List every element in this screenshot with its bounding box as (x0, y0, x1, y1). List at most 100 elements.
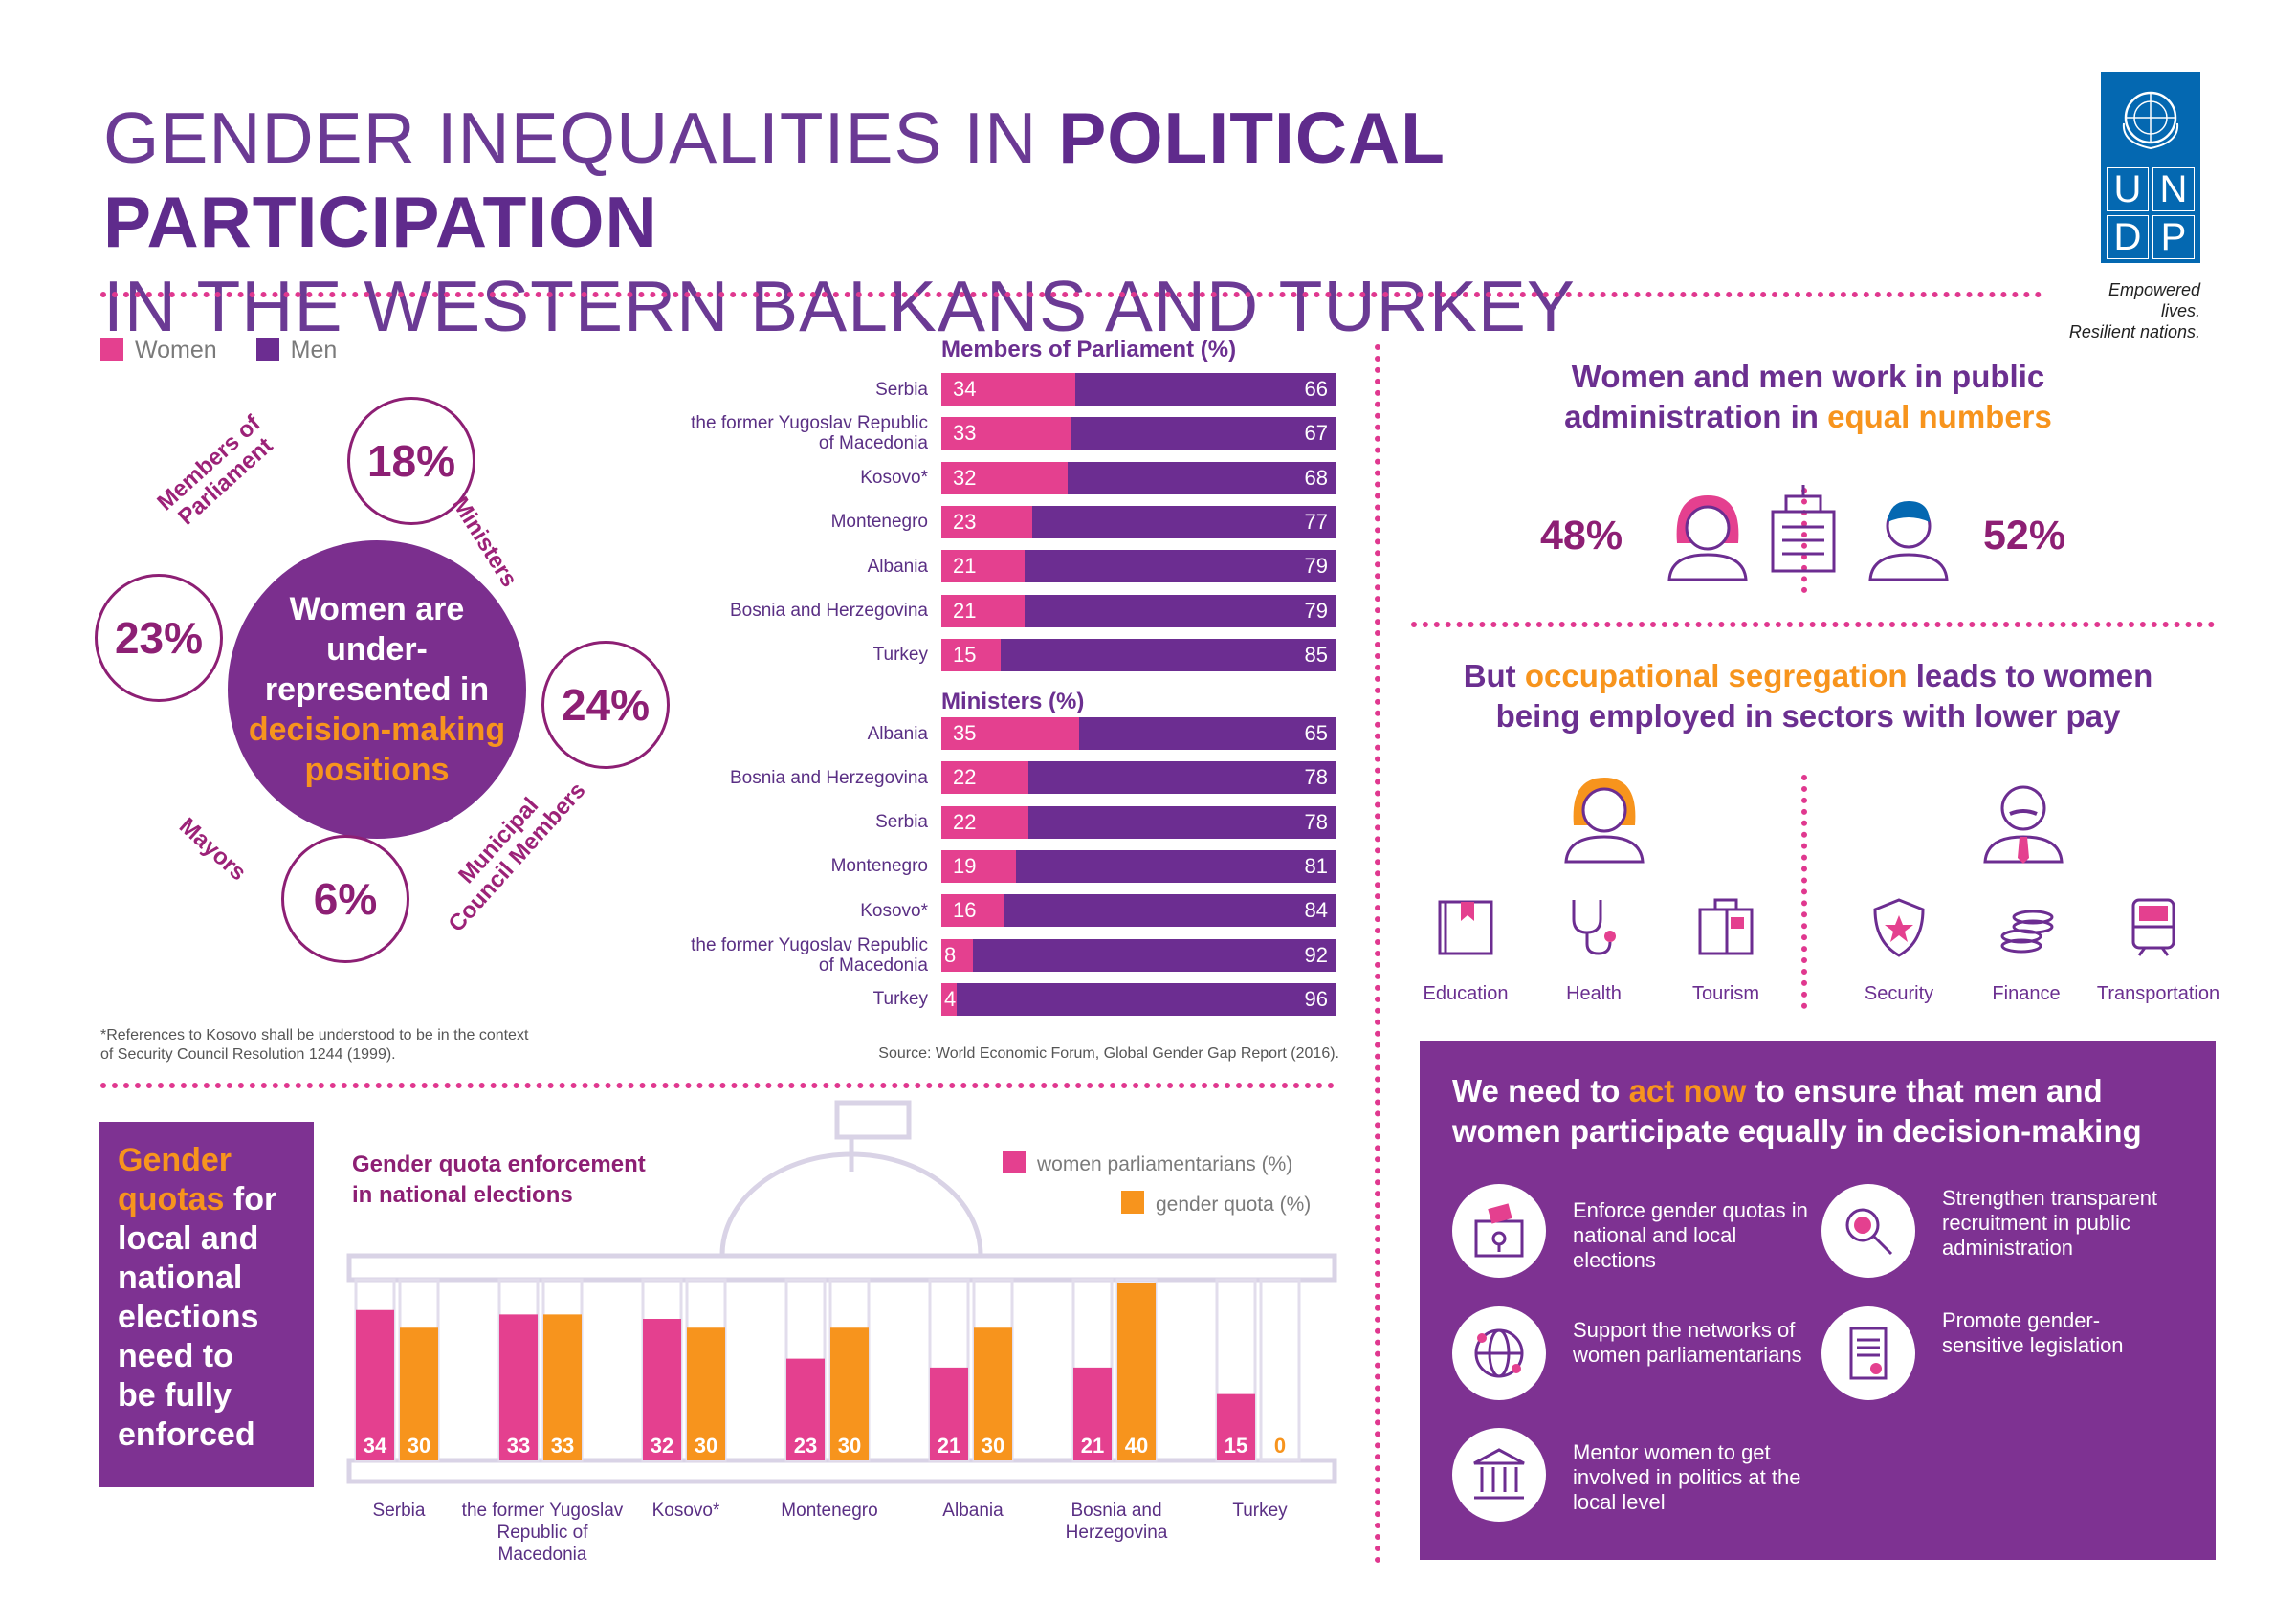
mp-category-label: Serbia (875, 379, 928, 400)
women-admin-pct: 48% (1540, 513, 1623, 559)
act-icon-mentor (1452, 1428, 1546, 1522)
ministers-stacked-bar: 16 84 (941, 894, 1336, 928)
quota-category-label: Kosovo* (651, 1501, 720, 1521)
segregation-title-line2: being employed in sectors with lower pay (1495, 698, 2121, 734)
quota-rest6: be fully (118, 1377, 232, 1414)
sector-label-finance: Finance (1992, 983, 2061, 1004)
quota-legend-quota: gender quota (%) (1003, 1185, 1311, 1225)
act-title-highlight: act now (1628, 1073, 1747, 1108)
quota-legend-quota-label: gender quota (%) (1156, 1194, 1312, 1216)
legend-men-label: Men (290, 337, 338, 363)
public-admin-title: Women and men work in public administrat… (1416, 357, 2200, 437)
document-icon (1849, 1327, 1888, 1380)
legend-men-swatch (255, 338, 279, 361)
ministers-women-bar: 4 (941, 982, 958, 1016)
mp-row: Montenegro 23 77 (689, 505, 1339, 538)
ministers-stacked-bar: 8 92 (941, 938, 1336, 972)
quota-quota-value: 30 (838, 1434, 861, 1458)
quota-rest2: local and (118, 1220, 259, 1257)
quota-rest4: elections (118, 1299, 259, 1335)
quota-quota-value: 30 (695, 1434, 718, 1458)
quota-women-bar (1073, 1367, 1112, 1460)
title-line1-bold: POLITICAL PARTICIPATION (103, 98, 1445, 262)
quota-category-label: Bosnia and Herzegovina (1065, 1501, 1168, 1543)
quota-women-bar (643, 1319, 681, 1460)
ministers-men-bar: 84 (1004, 894, 1336, 928)
mp-men-bar: 67 (1071, 417, 1336, 450)
quota-women-value: 21 (938, 1434, 960, 1458)
quota-legend-quota-swatch (1121, 1191, 1144, 1214)
education-icon (1438, 900, 1493, 955)
un-emblem-icon (2122, 91, 2179, 150)
ministers-category-label: Bosnia and Herzegovina (729, 767, 928, 788)
quota-women-value: 34 (364, 1434, 387, 1458)
undp-tagline: Empowered lives. Resilient nations. (2066, 279, 2200, 342)
ministers-category-label: the former Yugoslav Republic of Macedoni… (691, 934, 928, 976)
mp-row: Serbia 34 66 (689, 373, 1339, 406)
quota-rest1: for (224, 1181, 277, 1217)
mp-men-bar: 79 (1024, 550, 1336, 583)
center-line2: under- (326, 631, 428, 668)
ministers-women-bar: 22 (941, 805, 1028, 839)
ministers-circle: 18% (347, 397, 475, 525)
quota-women-bar (356, 1309, 394, 1460)
mp-category-label: Turkey (872, 645, 928, 666)
quota-women-value: 21 (1081, 1434, 1104, 1458)
quota-category-label: Turkey (1232, 1501, 1288, 1521)
title-line1: GENDER INEQUALITIES IN (103, 98, 1059, 178)
mp-label: Members of Parliament (152, 410, 282, 535)
ministers-men-bar: 96 (957, 982, 1336, 1016)
institution-icon (1473, 1448, 1525, 1500)
ballot-box-icon (1474, 1203, 1524, 1258)
mp-women-bar: 23 (941, 505, 1032, 538)
ministers-pct: 18% (366, 436, 456, 486)
council-circle: 24% (541, 641, 670, 769)
magnifier-icon (1845, 1208, 1893, 1256)
page-title: GENDER INEQUALITIES IN POLITICAL PARTICI… (103, 96, 1921, 348)
mp-stacked-bar: 23 77 (941, 505, 1336, 538)
mp-row: Bosnia and Herzegovina 21 79 (689, 594, 1339, 627)
mp-pct: 23% (114, 613, 204, 663)
ministers-men-bar: 81 (1016, 849, 1336, 883)
center-highlight2: positions (304, 752, 450, 788)
quota-rest5: need to (118, 1338, 233, 1374)
ministers-row: Bosnia and Herzegovina 22 78 (689, 761, 1339, 795)
divider-right-mid (1411, 622, 2215, 627)
act-now-box: We need to act now to ensure that men an… (1420, 1041, 2216, 1560)
quota-rest3: national (118, 1260, 243, 1296)
logo-letter-p: P (2152, 215, 2195, 259)
quota-quota-value: 33 (551, 1434, 574, 1458)
mp-category-label: the former Yugoslav Republic of Macedoni… (691, 413, 928, 454)
divider-left-bottom (100, 1083, 1335, 1088)
center-line1: Women are (289, 591, 465, 627)
mp-row: Turkey 15 85 (689, 638, 1339, 671)
quota-category-label: Montenegro (781, 1501, 878, 1521)
logo-letter-d: D (2107, 215, 2149, 259)
public-admin-title-line1: Women and men work in public (1571, 359, 2045, 394)
legend-women: Women (100, 337, 217, 363)
tagline-line1: Empowered lives. (2108, 280, 2200, 320)
quota-column-outline (1259, 1278, 1301, 1462)
mp-men-bar: 79 (1024, 594, 1336, 627)
mp-category-label: Bosnia and Herzegovina (729, 601, 928, 621)
mp-row: Kosovo* 32 68 (689, 461, 1339, 494)
mayors-circle: 6% (281, 835, 409, 963)
center-line3: represented in (264, 671, 490, 708)
mp-circle: 23% (95, 574, 223, 702)
ministers-row: Albania 35 65 (689, 717, 1339, 750)
quota-women-value: 23 (794, 1434, 817, 1458)
ministers-stacked-bar: 35 65 (941, 717, 1336, 750)
kosovo-footnote: *References to Kosovo shall be understoo… (100, 1027, 529, 1063)
legend-men: Men (255, 337, 338, 363)
quota-quota-bar (687, 1327, 725, 1460)
legend-women-swatch (100, 338, 123, 361)
mp-women-bar: 21 (941, 550, 1025, 583)
ministers-row: Montenegro 19 81 (689, 849, 1339, 883)
quota-legend-women: women parliamentarians (%) (1003, 1145, 1311, 1185)
ministers-category-label: Kosovo* (860, 900, 928, 921)
finance-icon (2000, 910, 2054, 954)
ministers-row: Serbia 22 78 (689, 805, 1339, 839)
quota-category-label: the former Yugoslav Republic of Macedonia (461, 1501, 624, 1565)
act-title-line2: women participate equally in decision-ma… (1452, 1113, 2142, 1149)
mp-men-bar: 85 (1000, 638, 1336, 671)
